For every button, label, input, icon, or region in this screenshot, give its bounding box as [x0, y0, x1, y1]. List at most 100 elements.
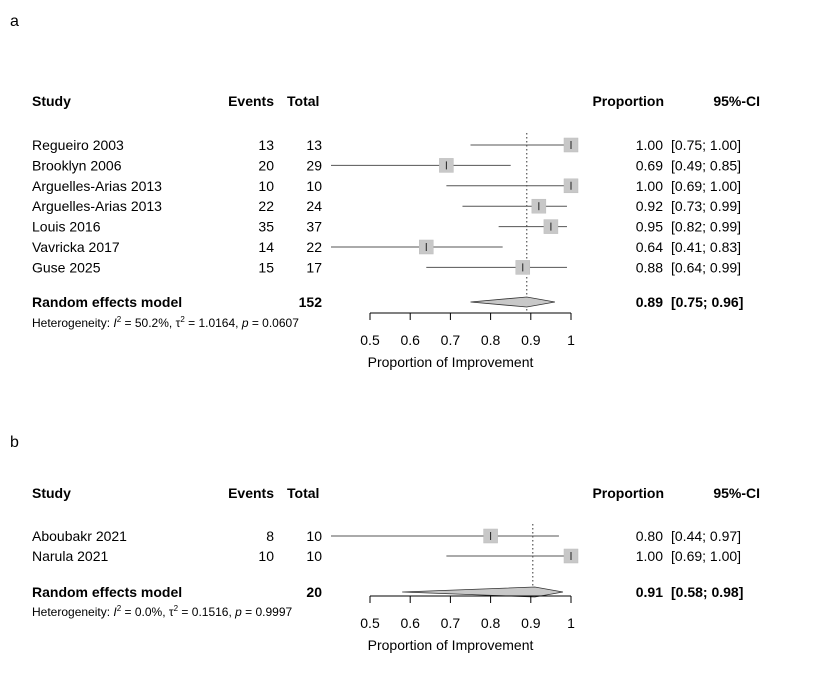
het-p-value: = 0.9997	[242, 605, 293, 619]
x-tick-label: 0.6	[400, 615, 420, 631]
header-proportion: Proportion	[592, 93, 664, 109]
het-tau-symbol: τ	[176, 316, 181, 330]
x-tick-label: 0.8	[481, 332, 501, 348]
pooled-proportion: 0.91	[636, 584, 663, 600]
x-tick-label: 1	[567, 332, 575, 348]
header-total: Total	[287, 485, 319, 501]
study-total: 17	[306, 259, 322, 275]
het-tau-value: = 0.1516,	[178, 605, 235, 619]
pooled-total: 20	[306, 584, 322, 600]
study-ci: [0.75; 1.00]	[671, 137, 741, 153]
study-events: 8	[266, 528, 274, 544]
x-axis-label: Proportion of Improvement	[368, 637, 534, 653]
het-prefix: Heterogeneity:	[32, 605, 113, 619]
study-proportion: 1.00	[636, 137, 663, 153]
het-p-value: = 0.0607	[249, 316, 300, 330]
pooled-total: 152	[299, 294, 323, 310]
study-total: 13	[306, 137, 322, 153]
header-study: Study	[32, 485, 71, 501]
header-total: Total	[287, 93, 319, 109]
study-events: 35	[258, 219, 274, 235]
pooled-proportion: 0.89	[636, 294, 663, 310]
het-i-value: = 50.2%,	[121, 316, 175, 330]
study-total: 10	[306, 548, 322, 564]
study-events: 22	[258, 198, 274, 214]
study-total: 10	[306, 178, 322, 194]
study-proportion: 0.95	[636, 219, 663, 235]
study-total: 29	[306, 157, 322, 173]
study-total: 10	[306, 528, 322, 544]
study-name: Brooklyn 2006	[32, 157, 122, 173]
study-total: 22	[306, 239, 322, 255]
study-ci: [0.69; 1.00]	[671, 178, 741, 194]
panel-label-a: a	[10, 13, 19, 30]
study-proportion: 0.64	[636, 239, 663, 255]
x-tick-label: 1	[567, 615, 575, 631]
header-ci: 95%-CI	[713, 93, 760, 109]
header-proportion: Proportion	[592, 485, 664, 501]
het-prefix: Heterogeneity:	[32, 316, 113, 330]
x-tick-label: 0.5	[360, 615, 380, 631]
study-ci: [0.64; 0.99]	[671, 259, 741, 275]
panel-label-b: b	[10, 434, 19, 451]
study-events: 20	[258, 157, 274, 173]
het-i-value: = 0.0%,	[121, 605, 169, 619]
pooled-label: Random effects model	[32, 294, 182, 310]
study-ci: [0.44; 0.97]	[671, 528, 741, 544]
study-name: Regueiro 2003	[32, 137, 124, 153]
het-tau-superscript: 2	[180, 315, 185, 324]
forest-plot-a: Study Events Total Proportion 95%-CI Regueiro…	[32, 93, 760, 370]
study-proportion: 0.88	[636, 259, 663, 275]
pooled-diamond	[402, 586, 564, 598]
study-events: 10	[258, 548, 274, 564]
x-tick-label: 0.9	[521, 615, 541, 631]
pooled-ci: [0.75; 0.96]	[671, 294, 743, 310]
study-ci: [0.49; 0.85]	[671, 157, 741, 173]
study-ci: [0.69; 1.00]	[671, 548, 741, 564]
study-name: Guse 2025	[32, 259, 101, 275]
study-name: Vavricka 2017	[32, 239, 120, 255]
heterogeneity-text: Heterogeneity: I2 = 50.2%, τ2 = 1.0164, …	[32, 315, 299, 330]
pooled-diamond	[470, 296, 555, 308]
het-i-symbol: I	[113, 316, 117, 330]
x-tick-label: 0.7	[441, 615, 461, 631]
x-tick-label: 0.7	[441, 332, 461, 348]
study-proportion: 1.00	[636, 548, 663, 564]
het-i-symbol: I	[113, 605, 117, 619]
study-proportion: 0.92	[636, 198, 663, 214]
study-ci: [0.41; 0.83]	[671, 239, 741, 255]
het-p-symbol: p	[234, 605, 242, 619]
heterogeneity-text: Heterogeneity: I2 = 0.0%, τ2 = 0.1516, p…	[32, 604, 293, 619]
x-tick-label: 0.6	[400, 332, 420, 348]
study-ci: [0.82; 0.99]	[671, 219, 741, 235]
study-name: Narula 2021	[32, 548, 108, 564]
x-tick-label: 0.8	[481, 615, 501, 631]
study-name: Louis 2016	[32, 219, 101, 235]
study-total: 24	[306, 198, 322, 214]
header-events: Events	[228, 93, 274, 109]
study-name: Arguelles-Arias 2013	[32, 178, 162, 194]
header-study: Study	[32, 93, 71, 109]
header-events: Events	[228, 485, 274, 501]
study-proportion: 0.80	[636, 528, 663, 544]
het-tau-symbol: τ	[169, 605, 174, 619]
study-ci: [0.73; 0.99]	[671, 198, 741, 214]
pooled-label: Random effects model	[32, 584, 182, 600]
het-tau-value: = 1.0164,	[185, 316, 242, 330]
het-tau-superscript: 2	[174, 604, 179, 613]
study-events: 15	[258, 259, 274, 275]
header-ci: 95%-CI	[713, 485, 760, 501]
study-events: 13	[258, 137, 274, 153]
x-tick-label: 0.5	[360, 332, 380, 348]
study-proportion: 0.69	[636, 157, 663, 173]
study-name: Aboubakr 2021	[32, 528, 127, 544]
study-events: 10	[258, 178, 274, 194]
study-events: 14	[258, 239, 274, 255]
study-name: Arguelles-Arias 2013	[32, 198, 162, 214]
x-tick-label: 0.9	[521, 332, 541, 348]
x-axis-label: Proportion of Improvement	[368, 354, 534, 370]
pooled-ci: [0.58; 0.98]	[671, 584, 743, 600]
het-i-superscript: 2	[117, 604, 122, 613]
het-p-symbol: p	[241, 316, 249, 330]
